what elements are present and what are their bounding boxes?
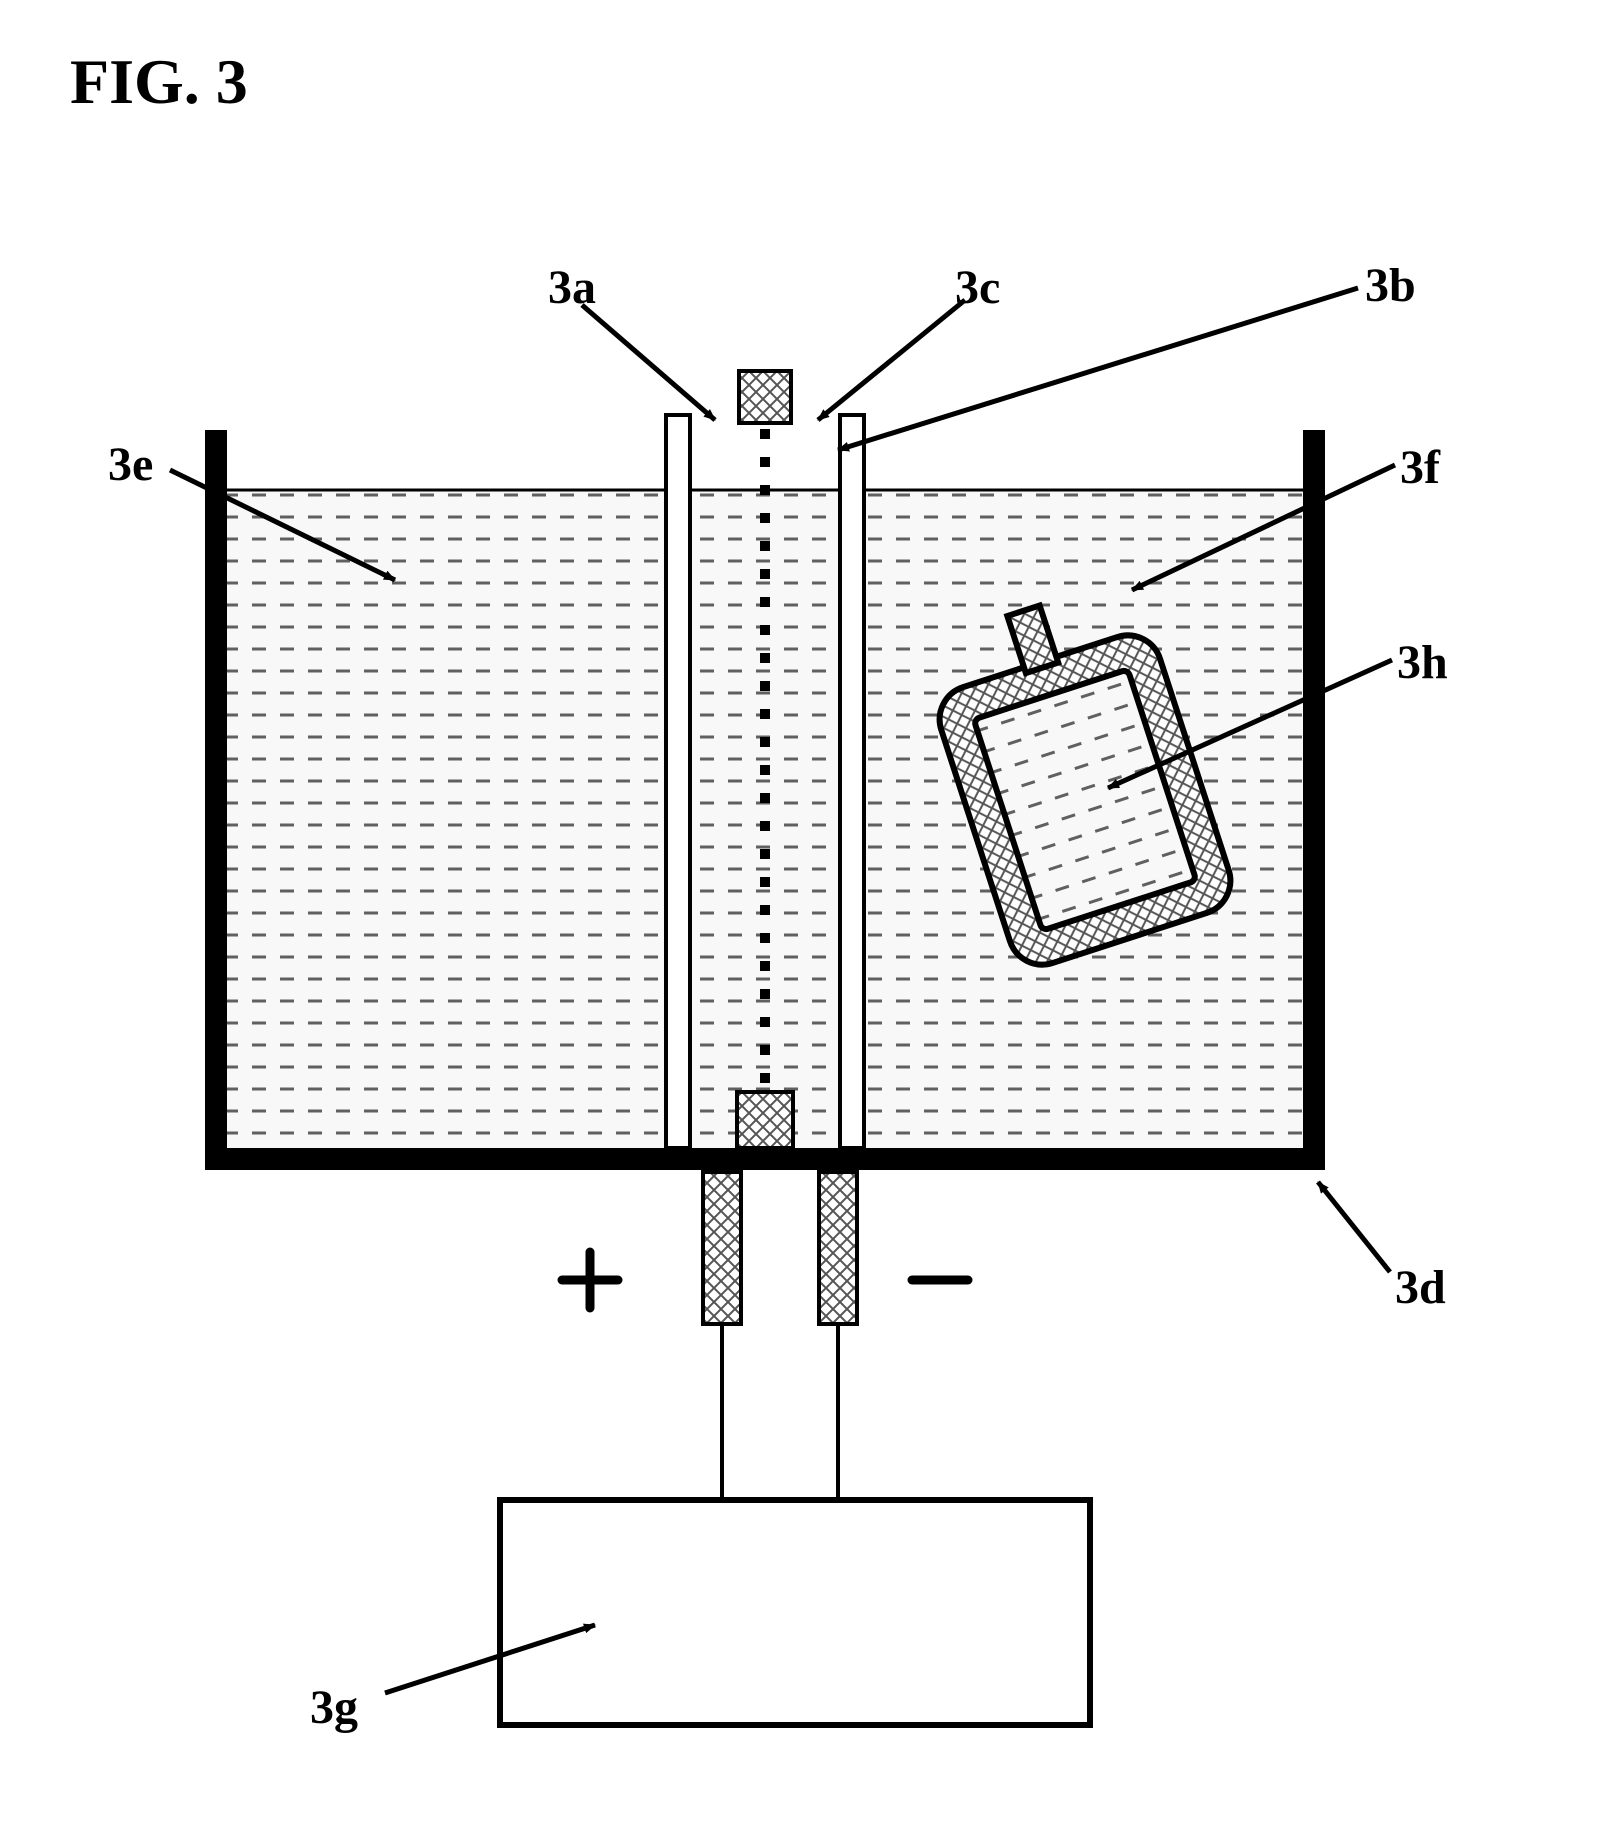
label-3d: 3d bbox=[1395, 1260, 1446, 1315]
polarity-layer bbox=[562, 1252, 968, 1308]
label-3b: 3b bbox=[1365, 258, 1416, 313]
label-3g: 3g bbox=[310, 1680, 358, 1735]
label-3c: 3c bbox=[955, 260, 1000, 315]
label-3f: 3f bbox=[1400, 440, 1440, 495]
leads-layer bbox=[703, 1172, 857, 1500]
box-3g-layer bbox=[500, 1500, 1090, 1725]
label-3e: 3e bbox=[108, 437, 153, 492]
label-3a: 3a bbox=[548, 260, 596, 315]
label-3h: 3h bbox=[1397, 635, 1448, 690]
